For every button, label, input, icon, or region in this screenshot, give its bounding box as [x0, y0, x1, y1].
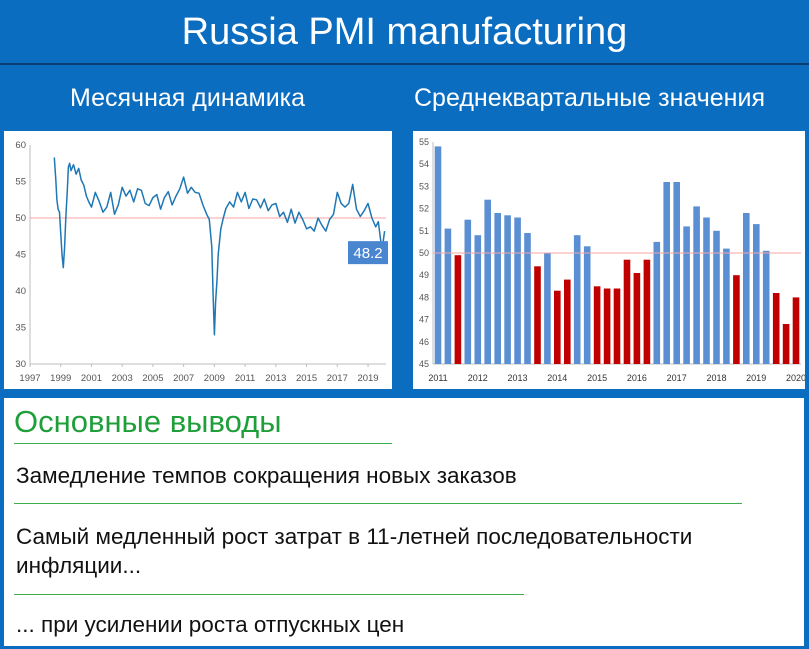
y-tick-label: 47: [419, 315, 429, 325]
bar-2013-q1: [514, 217, 521, 364]
x-tick-label: 2013: [265, 373, 286, 384]
bar-2019-q2: [762, 250, 770, 364]
y-tick-label: 40: [15, 286, 26, 297]
bar-2017-q2: [683, 226, 690, 364]
x-tick-label: 2009: [204, 373, 225, 384]
bar-2012-q4: [504, 215, 511, 364]
conclusions-panel: Основные выводы Замедление темпов сокращ…: [4, 398, 804, 646]
y-tick-label: 46: [419, 337, 429, 347]
bar-2018-q4: [743, 213, 750, 364]
bar-2011-q2: [444, 228, 452, 364]
pmi-monthly-line: [53, 157, 386, 336]
x-tick-label: 1999: [50, 373, 71, 384]
bar-2019-q3: [772, 293, 780, 364]
x-tick-label: 2001: [81, 373, 102, 384]
x-tick-label: 2005: [142, 373, 163, 384]
y-tick-label: 55: [419, 137, 429, 147]
x-tick-label: 2003: [112, 373, 133, 384]
conclusion-item-2: Самый медленный рост затрат в 11-летней …: [16, 524, 693, 578]
conclusion-item-3: ... при усилении роста отпускных цен: [16, 612, 405, 637]
bar-2020-q1: [792, 297, 800, 364]
x-tick-label: 2018: [706, 373, 726, 383]
bar-2017-q4: [703, 217, 710, 364]
bar-2013-q3: [534, 266, 541, 364]
y-tick-label: 52: [419, 204, 429, 214]
x-tick-label: 2020: [786, 373, 805, 383]
y-tick-label: 60: [15, 140, 26, 151]
last-value-label-bg: [348, 241, 388, 265]
item-divider-2: [14, 594, 524, 595]
header-divider: [0, 63, 809, 65]
x-tick-label: 2015: [296, 373, 317, 384]
y-tick-label: 45: [419, 359, 429, 369]
x-tick-label: 2019: [746, 373, 766, 383]
bar-2018-q1: [713, 230, 720, 364]
x-tick-label: 1997: [19, 373, 40, 384]
bar-2011-q4: [464, 219, 472, 364]
monthly-line-chart: 30 35 40 45 50 55 60 1997 1999 2001 2003 2005 2007 20…: [15, 140, 388, 384]
conclusion-item-1: Замедление темпов сокращения новых заказ…: [16, 463, 517, 488]
y-tick-label: 45: [15, 250, 26, 261]
y-tick-label: 48: [419, 292, 429, 302]
bar-2014-q3: [573, 235, 581, 364]
right-chart-title: Среднеквартальные значения: [414, 84, 765, 112]
x-tick-label: 2015: [587, 373, 607, 383]
bar-2011-q1: [434, 146, 442, 364]
x-tick-label: 2016: [627, 373, 647, 383]
item-divider-1: [14, 503, 742, 504]
title-underline: [14, 443, 392, 444]
bar-2014-q2: [564, 279, 571, 364]
y-tick-label: 50: [419, 248, 429, 258]
bar-2016-q1: [633, 273, 641, 364]
y-tick-label: 51: [419, 226, 429, 236]
left-chart-title: Месячная динамика: [70, 84, 306, 112]
y-tick-label: 50: [15, 213, 26, 224]
bar-2015-q1: [593, 286, 601, 364]
x-tick-label: 2017: [667, 373, 687, 383]
bar-2019-q1: [753, 224, 760, 364]
x-tick-label: 2017: [327, 373, 348, 384]
bar-2016-q2: [643, 259, 651, 364]
bar-2012-q3: [494, 213, 501, 364]
bar-2017-q1: [673, 182, 680, 364]
x-tick-label: 2013: [507, 373, 527, 383]
quarterly-chart-panel: 45 46 47 48 49 50 51 52 53 54 55 2011 2012 2013 2014 20…: [413, 131, 805, 389]
bar-2012-q1: [474, 235, 482, 364]
bar-2015-q4: [623, 259, 631, 364]
y-tick-label: 35: [15, 323, 26, 334]
conclusions-title: Основные выводы: [14, 404, 282, 439]
y-tick-label: 53: [419, 181, 429, 191]
bar-2011-q3: [454, 255, 462, 364]
y-tick-label: 54: [419, 159, 429, 169]
bar-2015-q3: [613, 288, 621, 364]
bar-2015-q2: [603, 288, 611, 364]
y-tick-label: 49: [419, 270, 429, 280]
quarterly-bar-chart: 45 46 47 48 49 50 51 52 53 54 55 2011 2012 2013 2014 20…: [419, 137, 805, 383]
x-tick-label: 2019: [357, 373, 378, 384]
y-tick-label: 55: [15, 177, 26, 188]
bar-2016-q4: [663, 182, 670, 364]
monthly-chart-panel: 30 35 40 45 50 55 60 1997 1999 2001 2003 2005 2007 20…: [4, 131, 392, 389]
last-value-label: 48.2: [353, 245, 382, 262]
x-tick-label: 2011: [428, 373, 447, 383]
bar-2014-q4: [583, 246, 591, 364]
x-tick-label: 2011: [235, 373, 255, 384]
y-tick-label: 30: [15, 359, 26, 370]
bar-2014-q1: [554, 290, 561, 364]
bar-2018-q2: [723, 248, 730, 364]
bar-2016-q3: [653, 241, 661, 364]
bar-2017-q3: [693, 206, 700, 364]
bar-2018-q3: [733, 275, 740, 364]
page-title: Russia PMI manufacturing: [181, 10, 628, 53]
x-tick-label: 2012: [468, 373, 488, 383]
bar-2013-q2: [524, 233, 531, 364]
x-tick-label: 2014: [547, 373, 567, 383]
x-tick-label: 2007: [173, 373, 194, 384]
bar-2013-q4: [544, 253, 551, 364]
bar-2012-q2: [484, 199, 491, 364]
bar-2019-q4: [782, 324, 790, 364]
